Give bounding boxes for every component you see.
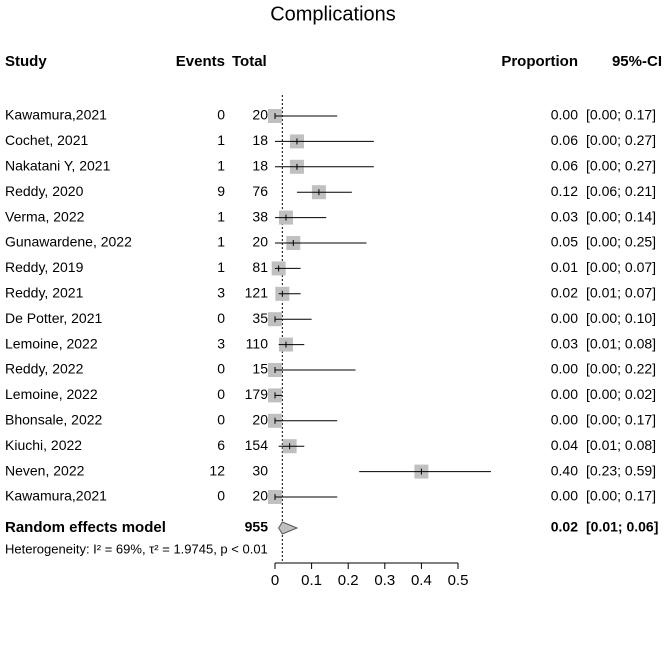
total: 20 [252,107,268,123]
study-name: Neven, 2022 [5,462,85,478]
events: 0 [217,386,225,402]
ci: [0.00; 0.10] [586,310,656,326]
col-header: Events [176,53,225,70]
proportion: 0.00 [551,310,578,326]
heterogeneity: Heterogeneity: I² = 69%, τ² = 1.9745, p … [5,541,268,556]
x-tick-label: 0.2 [338,572,359,589]
proportion: 0.03 [551,335,578,351]
col-header: Study [5,53,47,70]
proportion: 0.40 [551,462,578,478]
events: 3 [217,285,225,301]
total: 110 [246,335,269,351]
ci: [0.00; 0.17] [586,412,656,428]
col-header: Proportion [501,53,578,70]
total: 121 [245,285,269,301]
ci: [0.00; 0.02] [586,386,656,402]
events: 1 [217,158,225,174]
total: 76 [252,183,268,199]
events: 3 [217,335,225,351]
study-name: Reddy, 2022 [5,361,84,377]
total: 35 [252,310,268,326]
events: 1 [217,259,225,275]
summary-ci: [0.01; 0.06] [586,519,658,535]
total: 38 [252,208,268,224]
study-name: Bhonsale, 2022 [5,412,103,428]
study-name: Gunawardene, 2022 [5,234,132,250]
study-name: Cochet, 2021 [5,132,88,148]
proportion: 0.01 [551,259,578,275]
events: 1 [217,208,225,224]
x-tick-label: 0.3 [374,572,395,589]
study-name: Verma, 2022 [5,208,85,224]
proportion: 0.00 [551,107,578,123]
events: 0 [217,361,225,377]
study-name: Kawamura,2021 [5,107,107,123]
total: 20 [252,412,268,428]
chart-title: Complications [270,3,396,25]
proportion: 0.06 [551,158,578,174]
total: 20 [252,488,268,504]
ci: [0.00; 0.07] [586,259,656,275]
ci: [0.00; 0.27] [586,132,656,148]
study-name: Reddy, 2019 [5,259,84,275]
total: 81 [252,259,268,275]
total: 18 [252,158,268,174]
x-tick-label: 0.5 [448,572,469,589]
proportion: 0.00 [551,386,578,402]
total: 154 [245,437,269,453]
events: 1 [217,234,225,250]
events: 12 [209,462,225,478]
x-tick-label: 0.1 [301,572,322,589]
study-name: De Potter, 2021 [5,310,103,326]
events: 9 [217,183,225,199]
total: 179 [245,386,269,402]
proportion: 0.05 [551,234,578,250]
study-name: Kawamura,2021 [5,488,107,504]
ci: [0.00; 0.17] [586,107,656,123]
summary-label: Random effects model [5,519,166,536]
ci: [0.00; 0.17] [586,488,656,504]
proportion: 0.02 [551,285,578,301]
ci: [0.00; 0.14] [586,208,656,224]
proportion: 0.04 [551,437,578,453]
proportion: 0.03 [551,208,578,224]
ci: [0.01; 0.08] [586,437,656,453]
proportion: 0.00 [551,488,578,504]
events: 0 [217,310,225,326]
proportion: 0.00 [551,412,578,428]
col-header: 95%-CI [612,53,662,70]
events: 1 [217,132,225,148]
study-name: Kiuchi, 2022 [5,437,82,453]
total: 15 [252,361,268,377]
ci: [0.01; 0.08] [586,335,656,351]
study-name: Lemoine, 2022 [5,386,98,402]
summary-total: 955 [245,519,269,535]
total: 20 [252,234,268,250]
summary-diamond [278,521,299,535]
events: 0 [217,412,225,428]
col-header: Total [232,53,267,70]
ci: [0.23; 0.59] [586,462,656,478]
study-name: Lemoine, 2022 [5,335,98,351]
ci: [0.00; 0.22] [586,361,656,377]
total: 18 [252,132,268,148]
study-name: Reddy, 2021 [5,285,84,301]
ci: [0.00; 0.25] [586,234,656,250]
summary-proportion: 0.02 [551,519,578,535]
events: 0 [217,488,225,504]
events: 0 [217,107,225,123]
proportion: 0.12 [551,183,578,199]
events: 6 [217,437,225,453]
ci: [0.06; 0.21] [586,183,656,199]
study-name: Nakatani Y, 2021 [5,158,111,174]
total: 30 [252,462,268,478]
proportion: 0.06 [551,132,578,148]
ci: [0.00; 0.27] [586,158,656,174]
study-name: Reddy, 2020 [5,183,84,199]
x-tick-label: 0 [271,572,279,589]
proportion: 0.00 [551,361,578,377]
x-tick-label: 0.4 [411,572,432,589]
ci: [0.01; 0.07] [586,285,656,301]
